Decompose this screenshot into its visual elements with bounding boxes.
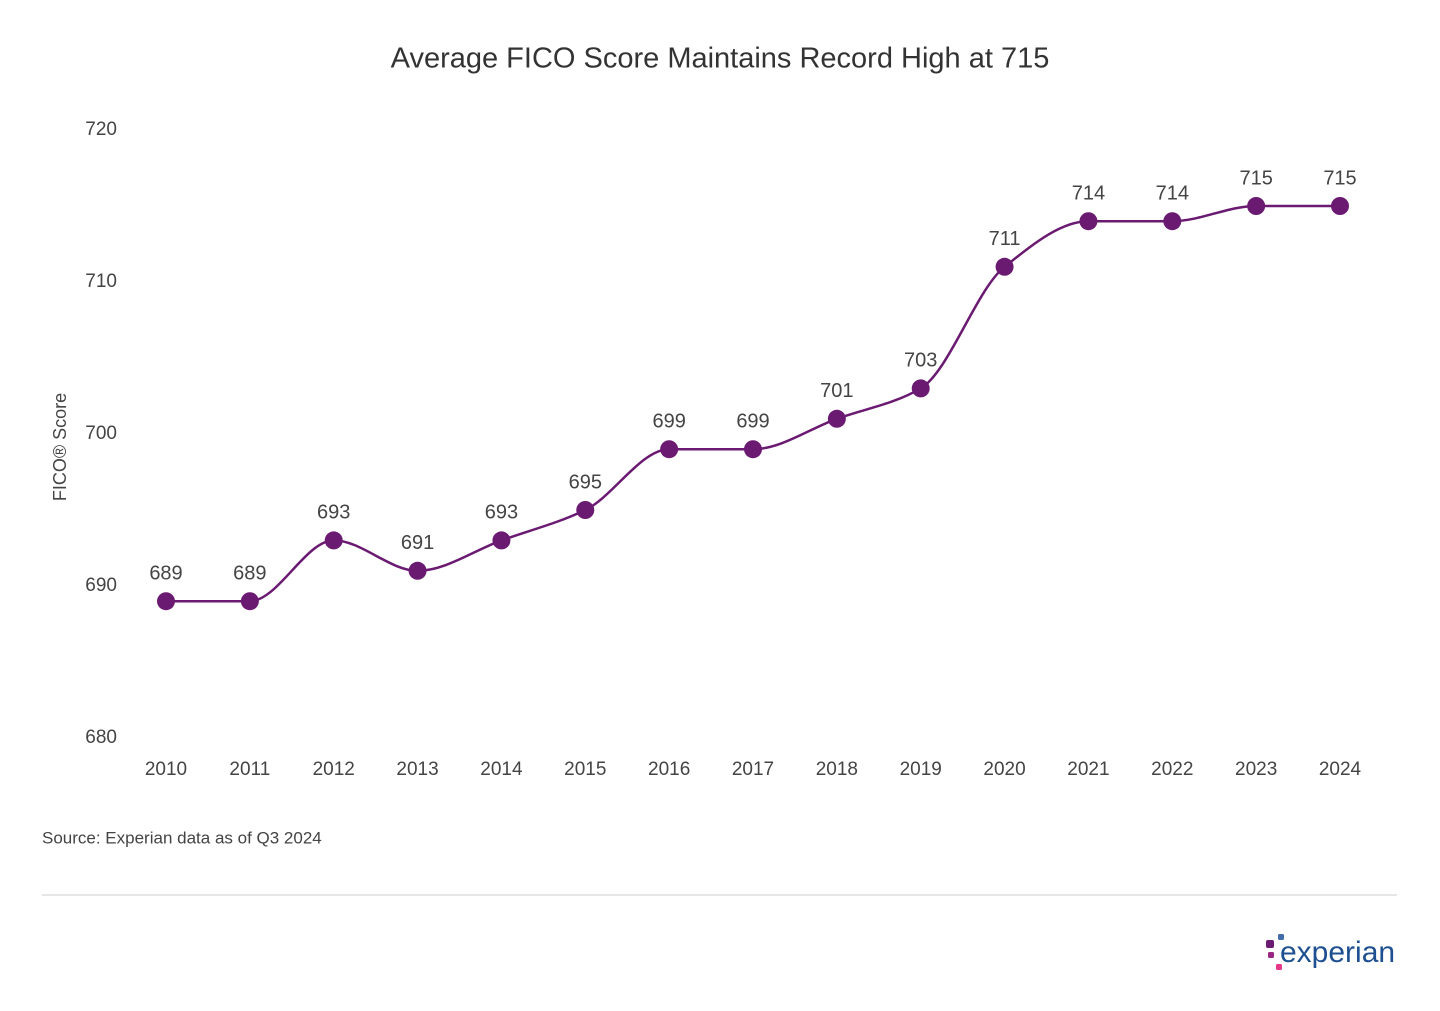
chart-title: Average FICO Score Maintains Record High… bbox=[391, 43, 1050, 75]
data-label: 715 bbox=[1239, 167, 1272, 189]
point bbox=[911, 379, 930, 398]
point bbox=[492, 531, 511, 550]
logo-text: experian bbox=[1280, 936, 1395, 969]
data-label: 691 bbox=[401, 532, 434, 554]
source-note: Source: Experian data as of Q3 2024 bbox=[42, 828, 322, 847]
point bbox=[1079, 212, 1098, 231]
data-label: 693 bbox=[485, 502, 518, 524]
data-label: 695 bbox=[569, 471, 602, 493]
data-label: 699 bbox=[652, 410, 685, 432]
data-label: 689 bbox=[233, 562, 266, 584]
data-label: 699 bbox=[736, 410, 769, 432]
x-tick-label: 2012 bbox=[313, 759, 355, 780]
x-tick-label: 2018 bbox=[816, 759, 858, 780]
point bbox=[827, 409, 846, 428]
x-tick-label: 2019 bbox=[900, 759, 942, 780]
y-tick-label: 720 bbox=[85, 119, 117, 140]
point bbox=[1163, 212, 1182, 231]
x-tick-label: 2013 bbox=[396, 759, 438, 780]
point bbox=[324, 531, 343, 550]
y-tick-label: 700 bbox=[85, 423, 117, 444]
x-tick-label: 2023 bbox=[1235, 759, 1277, 780]
point bbox=[240, 592, 259, 611]
data-label: 714 bbox=[1072, 182, 1105, 204]
data-label: 711 bbox=[989, 228, 1021, 250]
point bbox=[576, 501, 595, 519]
data-label: 714 bbox=[1156, 182, 1189, 204]
y-axis-label: FICO® Score bbox=[50, 393, 70, 501]
x-tick-label: 2015 bbox=[564, 759, 606, 780]
x-tick-label: 2011 bbox=[229, 759, 270, 780]
data-label: 703 bbox=[904, 350, 937, 372]
x-tick-label: 2022 bbox=[1151, 759, 1193, 780]
point bbox=[1247, 197, 1266, 215]
data-label: 693 bbox=[317, 502, 350, 524]
point bbox=[660, 440, 679, 459]
point bbox=[744, 440, 762, 459]
point bbox=[995, 257, 1014, 276]
x-tick-label: 2017 bbox=[732, 759, 774, 780]
y-tick-label: 680 bbox=[85, 727, 117, 748]
logo-icon bbox=[1266, 934, 1284, 970]
point bbox=[1331, 197, 1349, 215]
y-tick-label: 710 bbox=[85, 271, 117, 292]
x-tick-label: 2024 bbox=[1319, 759, 1362, 780]
x-tick-label: 2021 bbox=[1067, 759, 1109, 780]
point bbox=[157, 592, 175, 611]
data-label: 715 bbox=[1323, 167, 1356, 189]
data-label: 689 bbox=[149, 562, 182, 584]
y-tick-label: 690 bbox=[85, 575, 117, 596]
x-tick-label: 2014 bbox=[480, 759, 523, 780]
x-tick-label: 2020 bbox=[983, 759, 1025, 780]
x-tick-label: 2016 bbox=[648, 759, 690, 780]
x-tick-label: 2010 bbox=[145, 759, 187, 780]
point bbox=[408, 561, 427, 580]
data-label: 701 bbox=[820, 380, 853, 402]
